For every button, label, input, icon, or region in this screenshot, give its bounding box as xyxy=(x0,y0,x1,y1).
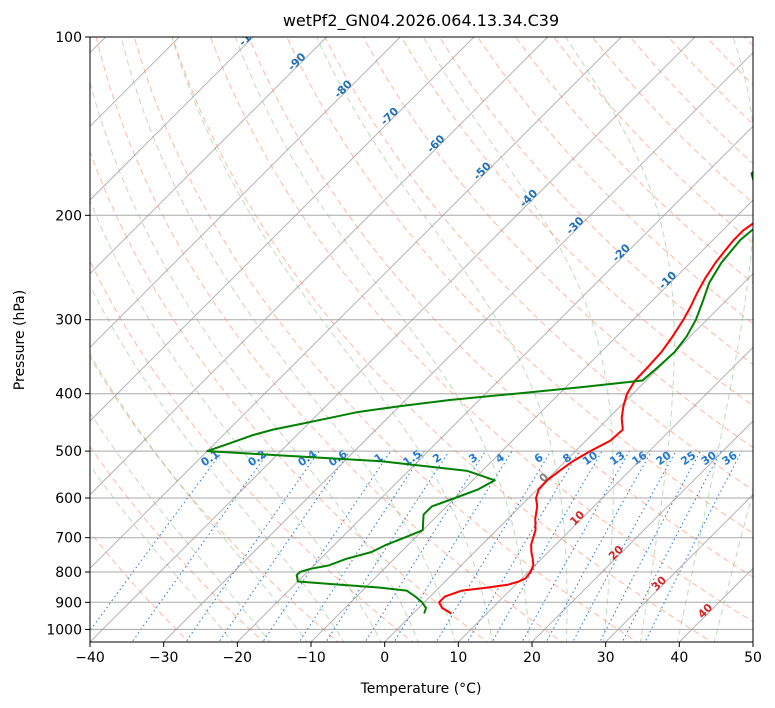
dry-adiabat xyxy=(438,37,753,366)
isotherm xyxy=(90,37,402,349)
x-tick-label: −30 xyxy=(149,650,179,666)
dry-adiabat xyxy=(324,37,753,491)
isotherm xyxy=(90,37,696,642)
y-tick-label: 800 xyxy=(55,565,82,581)
mixing-ratio-line xyxy=(621,450,722,642)
y-tick-label: 400 xyxy=(55,387,82,403)
x-tick-label: −20 xyxy=(223,650,253,666)
temperature-profile xyxy=(438,222,753,615)
mixing-ratio-line xyxy=(90,450,223,632)
x-tick-label: 40 xyxy=(670,650,688,666)
dry-adiabat xyxy=(400,37,753,407)
dry-adiabat xyxy=(248,37,753,578)
isotherm xyxy=(604,493,753,642)
y-tick-label: 600 xyxy=(55,491,82,507)
moist-adiabat xyxy=(90,199,382,642)
dry-adiabat xyxy=(90,259,414,642)
moist-adiabat xyxy=(90,80,419,642)
mixing-ratio-line xyxy=(218,450,351,642)
isotherm xyxy=(383,272,753,642)
x-tick-label: 20 xyxy=(523,650,541,666)
x-tick-label: 30 xyxy=(597,650,615,666)
chart-title: wetPf2_GN04.2026.064.13.34.C39 xyxy=(283,11,559,31)
isotherm xyxy=(90,37,549,496)
isotherm xyxy=(236,125,753,642)
y-tick-label: 900 xyxy=(55,595,82,611)
mixing-ratio-line xyxy=(393,450,513,642)
y-tick-label: 300 xyxy=(55,313,82,329)
y-axis-title: Pressure (hPa) xyxy=(12,290,28,390)
y-tick-label: 100 xyxy=(55,30,82,46)
dewpoint-profile xyxy=(206,170,753,614)
y-tick-label: 700 xyxy=(55,531,82,547)
plot-frame xyxy=(89,36,754,643)
mixing-ratio-line xyxy=(325,450,450,642)
x-tick-label: 10 xyxy=(449,650,467,666)
mixing-ratio-line xyxy=(435,450,552,642)
isotherm xyxy=(531,420,753,642)
isotherm xyxy=(457,346,753,642)
mixing-ratio-line xyxy=(521,450,630,642)
mixing-ratio-line xyxy=(644,450,743,642)
dry-adiabat xyxy=(362,37,753,449)
isotherm xyxy=(90,37,623,570)
isotherm xyxy=(90,37,475,422)
x-tick-label: 50 xyxy=(744,650,762,666)
isotherm xyxy=(310,199,753,642)
isotherm xyxy=(90,37,254,201)
x-tick-label: −10 xyxy=(296,650,326,666)
dry-adiabat xyxy=(286,37,753,534)
isotherm xyxy=(90,37,328,275)
x-tick-label: 0 xyxy=(380,650,389,666)
x-tick-label: −40 xyxy=(75,650,105,666)
isotherm-label: -100 xyxy=(236,20,265,49)
y-tick-label: 500 xyxy=(55,444,82,460)
y-tick-label: 200 xyxy=(55,208,82,224)
y-tick-label: 1000 xyxy=(46,622,82,638)
isotherm xyxy=(162,51,753,642)
x-axis-title: Temperature (°C) xyxy=(360,681,482,697)
mixing-ratio-line xyxy=(298,450,425,642)
